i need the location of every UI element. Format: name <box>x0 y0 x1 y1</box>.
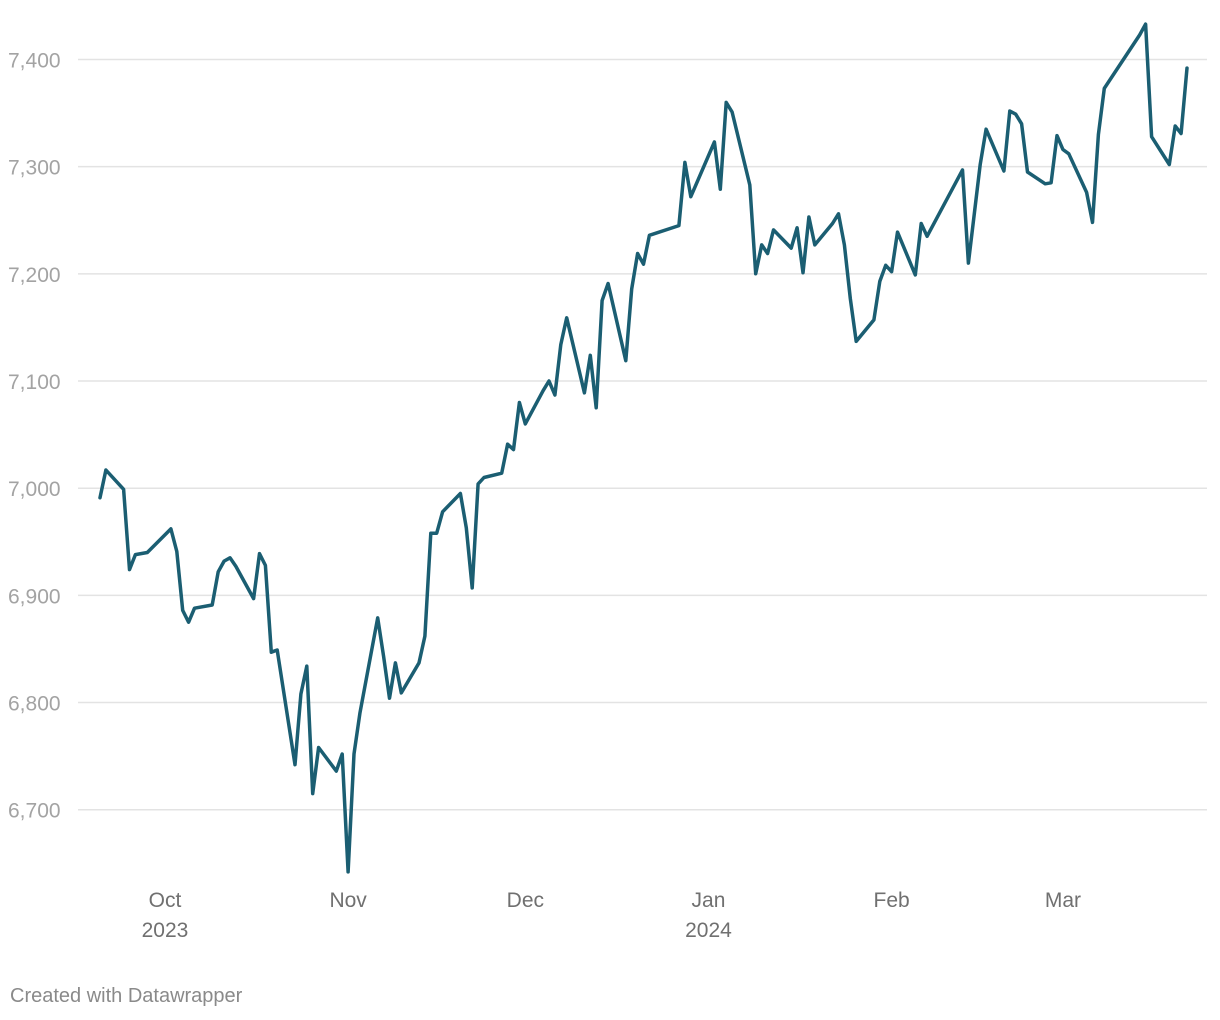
x-tick-year-label: 2024 <box>685 919 732 942</box>
y-tick-label: 7,400 <box>8 50 61 73</box>
x-axis-tick-labels: Oct 2023 Nov Dec Jan 2024 Feb Mar <box>142 889 1081 942</box>
datawrapper-credit: Created with Datawrapper <box>10 985 243 1007</box>
x-tick-label: Dec <box>507 889 544 912</box>
series-line <box>98 22 1189 874</box>
y-axis-tick-labels: 6,700 6,800 6,900 7,000 7,100 7,200 7,300 7,400 <box>8 50 61 823</box>
y-tick-label: 7,100 <box>8 371 61 394</box>
x-tick-label: Oct <box>149 889 182 912</box>
y-tick-label: 6,900 <box>8 585 61 608</box>
y-tick-label: 7,200 <box>8 264 61 287</box>
y-tick-label: 6,700 <box>8 800 61 823</box>
series-line-group <box>98 22 1189 874</box>
x-tick-label: Jan <box>692 889 726 912</box>
gridlines <box>78 58 1207 811</box>
x-tick-label: Mar <box>1045 889 1081 912</box>
y-tick-label: 6,800 <box>8 693 61 716</box>
y-tick-label: 7,000 <box>8 478 61 501</box>
y-tick-label: 7,300 <box>8 157 61 180</box>
x-tick-label: Feb <box>874 889 910 912</box>
x-tick-label: Nov <box>329 889 367 912</box>
x-tick-year-label: 2023 <box>142 919 189 942</box>
